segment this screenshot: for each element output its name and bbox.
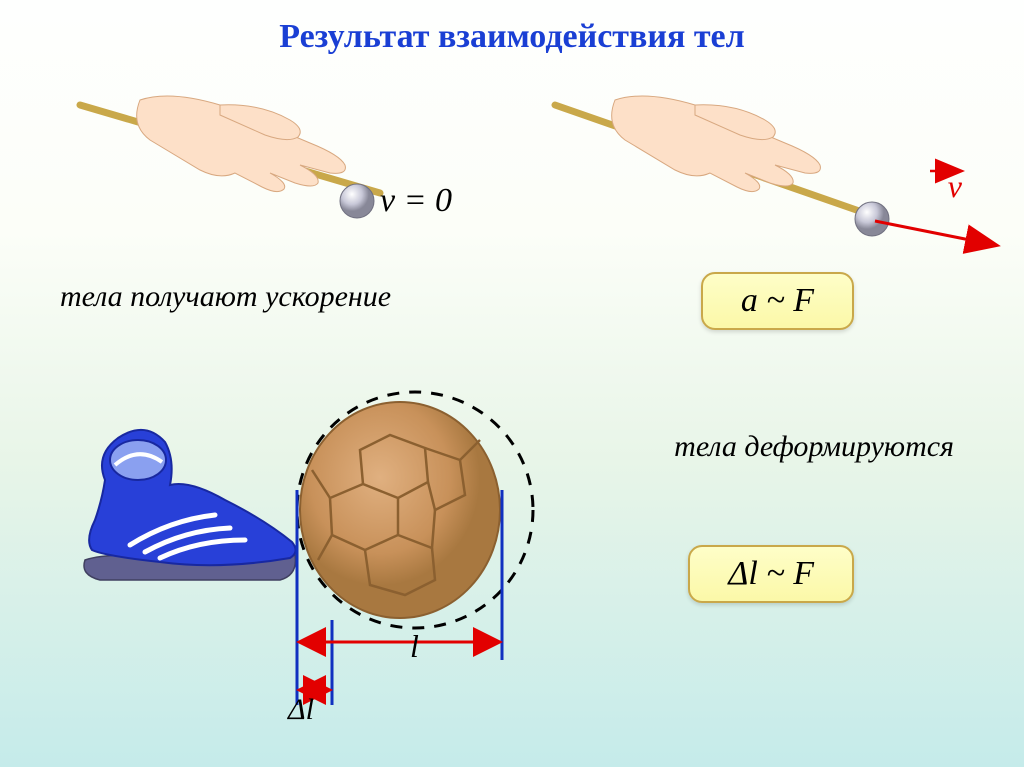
length-label: l <box>410 628 419 665</box>
equation-v-zero: v = 0 <box>380 182 452 220</box>
formula-dl-F: Δl ~ F <box>688 545 854 603</box>
caption-acceleration: тела получают ускорение <box>60 280 391 314</box>
formula-a-F: a ~ F <box>701 272 854 330</box>
velocity-label: v <box>948 168 962 205</box>
caption-deformation: тела деформируются <box>674 430 954 464</box>
page-title: Результат взаимодействия тел <box>0 18 1024 56</box>
velocity-arrow <box>855 155 1015 255</box>
delta-length-label: Δl <box>288 693 314 727</box>
hand-stick-right <box>545 85 885 235</box>
shoe-football-diagram <box>70 370 550 740</box>
ball-left <box>338 182 376 220</box>
